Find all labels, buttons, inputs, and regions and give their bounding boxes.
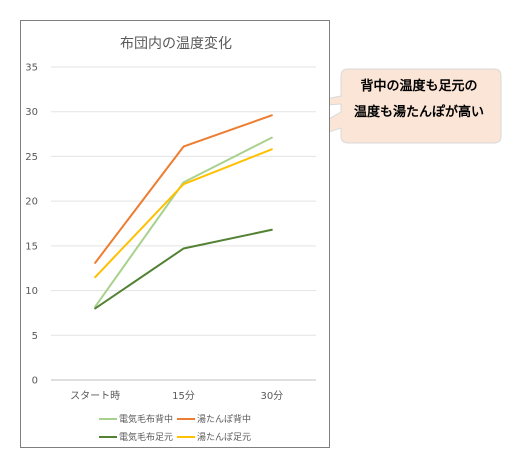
series-line <box>94 148 273 279</box>
callout-line-2: 温度も湯たんぽが高い <box>353 105 484 120</box>
y-tick-label: 0 <box>32 376 38 387</box>
legend-label: 湯たんぽ足元 <box>197 432 251 443</box>
y-tick-label: 5 <box>32 331 38 342</box>
chart-area: 布団内の温度変化 0 5 10 15 20 25 30 35 スタート時 15分 30分電気毛布背中… <box>20 20 330 448</box>
x-tick-label: スタート時 <box>70 390 120 402</box>
y-tick-label: 20 <box>25 197 38 208</box>
y-tick-label: 25 <box>25 152 38 163</box>
chart-title: 布団内の温度変化 <box>120 36 232 52</box>
x-tick-label: 30分 <box>260 390 283 402</box>
series-line <box>94 228 273 310</box>
callout-bubble <box>277 68 502 149</box>
y-tick-label: 35 <box>25 63 38 74</box>
y-tick-label: 30 <box>25 107 38 118</box>
y-tick-label: 15 <box>25 241 38 252</box>
legend-label: 電気毛布足元 <box>119 431 173 443</box>
legend-label: 湯たんぽ背中 <box>197 413 251 425</box>
callout-line-1: 背中の温度も足元の <box>360 79 478 94</box>
series-line <box>94 136 273 308</box>
callout-text: 背中の温度も足元の 温度も湯たんぽが高い <box>338 74 500 126</box>
legend-label: 電気毛布背中 <box>119 413 173 425</box>
y-tick-label: 10 <box>25 286 38 297</box>
series-line <box>94 114 273 264</box>
x-tick-label: 15分 <box>172 390 195 402</box>
